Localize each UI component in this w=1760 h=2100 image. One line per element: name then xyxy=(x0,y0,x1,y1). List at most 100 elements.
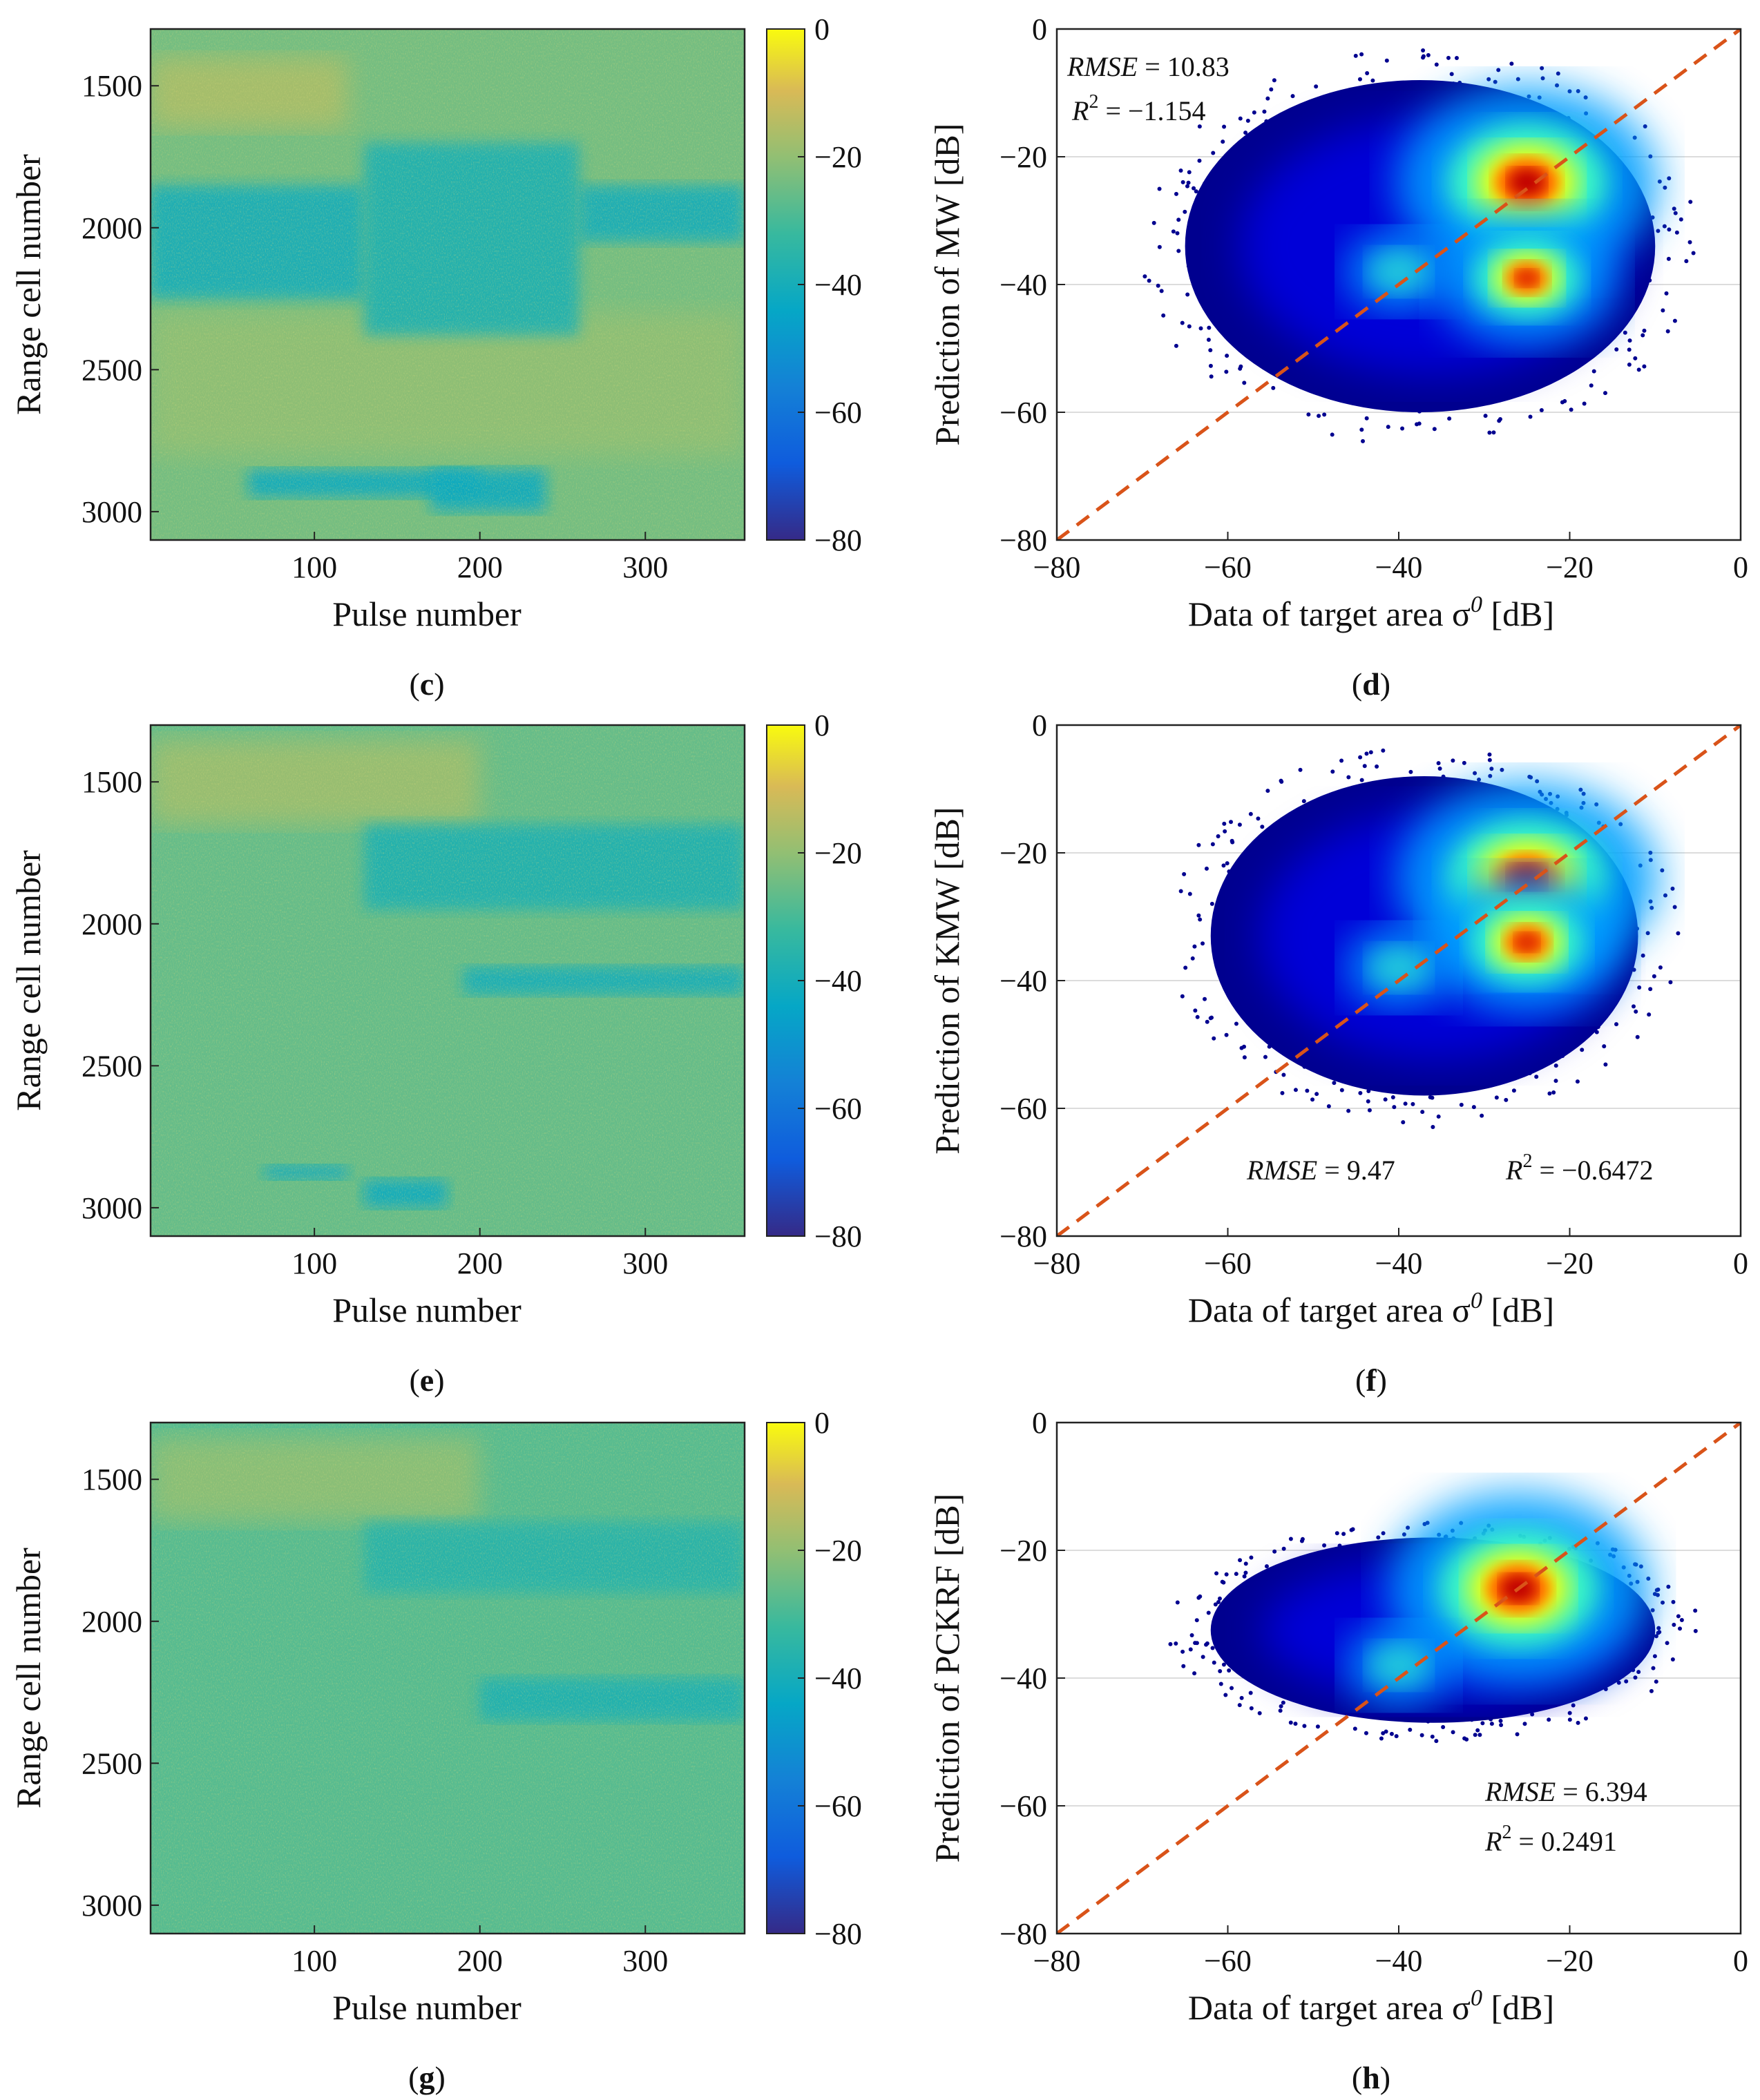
stats-annotation: RMSE = 9.47 R2 = −0.6472 xyxy=(1246,1150,1654,1186)
y-tick-label: 1500 xyxy=(82,69,142,103)
x-axis-label: Pulse number xyxy=(332,1988,522,2027)
x-tick-label: −40 xyxy=(1375,1944,1423,1978)
identity-line xyxy=(1057,29,1741,540)
y-tick-label: −60 xyxy=(999,1092,1047,1126)
y-tick-label: −40 xyxy=(999,964,1047,998)
x-axis-label: Data of target area σ0 [dB] xyxy=(1188,1985,1554,2027)
heatmap-speckle xyxy=(151,29,745,540)
x-tick-label: 100 xyxy=(291,1246,337,1280)
heatmap-speckle xyxy=(151,1423,745,1934)
y-tick-label: −60 xyxy=(999,1789,1047,1823)
colorbar-tick-label: 0 xyxy=(814,1406,830,1440)
panel-label: (e) xyxy=(409,1362,444,1398)
x-tick-label: 0 xyxy=(1733,550,1748,584)
x-tick-label: 100 xyxy=(291,550,337,584)
x-tick-label: 0 xyxy=(1733,1246,1748,1280)
panel-label: (h) xyxy=(1352,2060,1390,2095)
colorbar-tick-label: −40 xyxy=(814,268,862,302)
identity-line xyxy=(1057,725,1741,1236)
panel-label: (f) xyxy=(1355,1362,1387,1398)
r2-annotation: R2 = −1.154 xyxy=(1071,91,1206,126)
x-axis-label: Data of target area σ0 [dB] xyxy=(1188,592,1554,633)
panel-label: (d) xyxy=(1352,666,1390,702)
y-axis-label: Prediction of PCKRF [dB] xyxy=(928,1494,966,1863)
scatter-panel-h: −80 −60 −40 −20 0 0 −20 −40 −60 −80 Data of target… xyxy=(928,1406,1748,2095)
colormap-panel-g: 100 200 300 1500 2000 2500 3000 Pulse number Ran… xyxy=(9,1406,862,2095)
y-tick-label: −40 xyxy=(999,268,1047,302)
y-tick-label: −80 xyxy=(999,1220,1047,1253)
colorbar-tick-label: −40 xyxy=(814,964,862,998)
y-tick-label: 0 xyxy=(1032,1406,1047,1440)
stats-annotation: RMSE = 6.394 R2 = 0.2491 xyxy=(1484,1776,1647,1857)
stats-annotation: RMSE = 10.83 R2 = −1.154 xyxy=(1066,51,1230,126)
y-tick-label: 2000 xyxy=(82,211,142,245)
heatmap-frame xyxy=(149,1421,746,1935)
x-tick-label: −20 xyxy=(1546,1944,1594,1978)
y-tick-label: 2000 xyxy=(82,907,142,941)
y-tick-label: 1500 xyxy=(82,1463,142,1496)
x-axis-label: Data of target area σ0 [dB] xyxy=(1188,1288,1554,1329)
density-peak xyxy=(1345,1626,1453,1705)
y-tick-label: 3000 xyxy=(82,495,142,529)
x-tick-label: 200 xyxy=(457,1944,503,1978)
heatmap-frame xyxy=(149,724,746,1237)
y-tick-label: −80 xyxy=(999,1917,1047,1951)
colormap-panel-c: 100 200 300 1500 2000 2500 3000 Pulse number Ran… xyxy=(9,12,862,702)
density-peak xyxy=(1432,872,1623,1012)
y-tick-label: 0 xyxy=(1032,709,1047,742)
colorbar-tick-label: 0 xyxy=(814,12,830,46)
x-tick-label: 100 xyxy=(291,1944,337,1978)
x-tick-label: −20 xyxy=(1546,1246,1594,1280)
x-tick-label: −80 xyxy=(1033,1246,1081,1280)
r2-annotation: R2 = 0.2491 xyxy=(1484,1822,1617,1857)
x-tick-label: −40 xyxy=(1375,1246,1423,1280)
colorbar-tick-label: −60 xyxy=(814,396,862,430)
panel-label: (g) xyxy=(408,2060,446,2095)
x-axis-label: Pulse number xyxy=(332,595,522,633)
heatmap-speckle xyxy=(151,725,745,1236)
y-tick-label: 2000 xyxy=(82,1605,142,1639)
density-peak xyxy=(1345,928,1453,1008)
y-tick-label: 1500 xyxy=(82,765,142,799)
y-tick-label: −20 xyxy=(999,836,1047,870)
x-tick-label: −60 xyxy=(1204,550,1252,584)
scatter-panel-f: −80 −60 −40 −20 0 0 −20 −40 −60 −80 Data of target… xyxy=(928,709,1748,1398)
y-tick-label: −40 xyxy=(999,1661,1047,1695)
x-tick-label: −80 xyxy=(1033,1944,1081,1978)
r2-annotation: R2 = −0.6472 xyxy=(1505,1150,1654,1186)
y-tick-label: 3000 xyxy=(82,1191,142,1225)
y-tick-label: 2500 xyxy=(82,353,142,387)
identity-line xyxy=(1057,1423,1741,1934)
x-tick-label: 200 xyxy=(457,1246,503,1280)
colorbar-tick-label: −20 xyxy=(814,836,862,870)
x-tick-label: 300 xyxy=(622,550,668,584)
colorbar-tick-label: −20 xyxy=(814,1534,862,1568)
y-tick-label: −60 xyxy=(999,396,1047,430)
y-tick-label: 2500 xyxy=(82,1746,142,1780)
y-tick-label: 2500 xyxy=(82,1049,142,1083)
x-tick-label: −80 xyxy=(1033,550,1081,584)
y-axis-label: Prediction of MW [dB] xyxy=(928,123,966,445)
x-tick-label: 200 xyxy=(457,550,503,584)
colorbar-tick-label: −40 xyxy=(814,1661,862,1695)
y-tick-label: 0 xyxy=(1032,12,1047,46)
x-tick-label: 300 xyxy=(622,1944,668,1978)
x-tick-label: −60 xyxy=(1204,1246,1252,1280)
y-axis-label: Range cell number xyxy=(9,850,48,1111)
colorbar-tick-label: −80 xyxy=(814,1220,862,1253)
colorbar-tick-label: −60 xyxy=(814,1092,862,1126)
rmse-annotation: RMSE = 10.83 xyxy=(1066,51,1230,82)
colorbar-tick-label: 0 xyxy=(814,709,830,742)
rmse-annotation: RMSE = 6.394 xyxy=(1484,1776,1647,1807)
density-peak xyxy=(1437,211,1617,345)
y-tick-label: 3000 xyxy=(82,1889,142,1923)
colormap-panel-e: 100 200 300 1500 2000 2500 3000 Pulse number Ran… xyxy=(9,709,862,1398)
y-tick-label: −20 xyxy=(999,140,1047,174)
colorbar-tick-label: −20 xyxy=(814,140,862,174)
colorbar-tick-label: −60 xyxy=(814,1789,862,1823)
heatmap-frame xyxy=(149,28,746,541)
x-tick-label: 0 xyxy=(1733,1944,1748,1978)
y-tick-label: −80 xyxy=(999,523,1047,557)
x-tick-label: 300 xyxy=(622,1246,668,1280)
